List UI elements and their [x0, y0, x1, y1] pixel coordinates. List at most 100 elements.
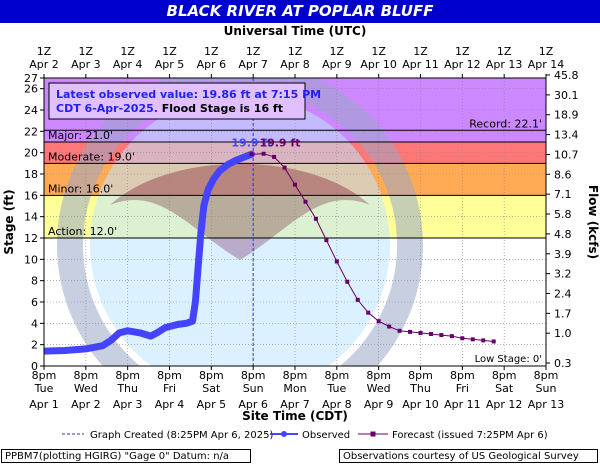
threshold-label-action: Action: 12.0' — [48, 225, 117, 238]
forecast-point-18 — [439, 333, 444, 338]
forecast-point-1 — [261, 151, 266, 156]
flow-tick-label-14: 45.8 — [554, 69, 579, 82]
x-tick-time-11: 8pm — [492, 369, 517, 382]
top-tick-date-2: Apr 4 — [113, 58, 143, 71]
forecast-point-7 — [324, 238, 329, 243]
x-tick-time-7: 8pm — [324, 369, 349, 382]
watermark-outer-ring — [57, 78, 423, 366]
x-tick-day-5: Sun — [243, 382, 264, 395]
flow-tick-label-12: 18.9 — [554, 109, 579, 122]
top-tick-time-1: 1Z — [79, 45, 94, 58]
threshold-label-moderate: Moderate: 19.0' — [48, 150, 135, 163]
observed-point-23 — [241, 153, 248, 160]
y-tick-label-4: 4 — [31, 317, 38, 330]
flow-tick-label-6: 4.8 — [554, 228, 572, 241]
info-line-2-date: CDT 6-Apr-2025. — [56, 102, 158, 115]
flow-tick-label-10: 10.7 — [554, 148, 579, 161]
observed-point-3 — [99, 342, 106, 349]
x-tick-day-1: Wed — [74, 382, 98, 395]
forecast-point-21 — [470, 337, 475, 342]
observed-point-7 — [137, 329, 144, 336]
top-tick-date-11: Apr 13 — [486, 58, 523, 71]
y-tick-label-12: 12 — [24, 232, 38, 245]
forecast-point-9 — [345, 279, 350, 284]
top-tick-time-12: 1Z — [539, 45, 554, 58]
axes-layer: 02468101214161820222426270.31.01.72.43.2… — [24, 45, 579, 411]
flow-tick-label-0: 0.3 — [554, 357, 572, 370]
flow-tick-label-8: 7.1 — [554, 188, 572, 201]
info-line-1: Latest observed value: 19.86 ft at 7:15 … — [56, 88, 321, 101]
forecast-point-4 — [293, 182, 297, 187]
observed-point-20 — [216, 167, 223, 174]
flow-tick-label-4: 3.2 — [554, 268, 572, 281]
x-tick-day-10: Fri — [456, 382, 469, 395]
flow-tick-label-2: 1.7 — [554, 307, 572, 320]
y-tick-label-14: 14 — [24, 211, 38, 224]
forecast-point-19 — [449, 334, 454, 339]
top-tick-time-3: 1Z — [162, 45, 177, 58]
top-tick-time-5: 1Z — [246, 45, 261, 58]
top-tick-time-10: 1Z — [455, 45, 470, 58]
top-tick-date-8: Apr 10 — [360, 58, 397, 71]
x-tick-date-11: Apr 12 — [486, 398, 523, 411]
x-tick-day-12: Sun — [536, 382, 557, 395]
observed-point-19 — [210, 176, 217, 183]
x-tick-time-10: 8pm — [450, 369, 475, 382]
x-tick-date-5: Apr 6 — [238, 398, 268, 411]
observed-point-4 — [107, 337, 114, 344]
x-tick-time-3: 8pm — [157, 369, 182, 382]
y-tick-label-24: 24 — [24, 104, 38, 117]
observed-point-22 — [233, 157, 240, 164]
y-tick-label-8: 8 — [31, 275, 38, 288]
x-tick-date-8: Apr 9 — [364, 398, 394, 411]
x-tick-date-2: Apr 3 — [113, 398, 143, 411]
x-tick-day-3: Fri — [163, 382, 176, 395]
forecast-point-20 — [460, 336, 465, 341]
y-tick-label-16: 16 — [24, 189, 38, 202]
y-tick-label-10: 10 — [24, 253, 38, 266]
x-tick-day-0: Tue — [34, 382, 54, 395]
x-tick-day-2: Thu — [116, 382, 138, 395]
left-axis-title: Stage (ft) — [2, 189, 16, 254]
threshold-label-minor: Minor: 16.0' — [48, 182, 113, 195]
top-tick-time-0: 1Z — [37, 45, 52, 58]
top-tick-date-0: Apr 2 — [29, 58, 59, 71]
x-tick-time-6: 8pm — [283, 369, 308, 382]
info-line-2: CDT 6-Apr-2025. Flood Stage is 16 ft — [56, 102, 283, 115]
forecast-point-22 — [481, 338, 486, 343]
x-tick-time-2: 8pm — [115, 369, 140, 382]
flow-tick-label-5: 3.9 — [554, 248, 572, 261]
x-tick-day-6: Mon — [283, 382, 306, 395]
top-tick-time-4: 1Z — [204, 45, 219, 58]
x-tick-time-4: 8pm — [199, 369, 224, 382]
top-tick-time-2: 1Z — [120, 45, 135, 58]
forecast-point-12 — [376, 319, 381, 324]
footer-credit: Observations courtesy of US Geological S… — [339, 449, 598, 463]
flow-tick-label-13: 30.1 — [554, 89, 579, 102]
forecast-point-15 — [408, 329, 413, 334]
x-tick-time-5: 8pm — [241, 369, 266, 382]
legend: Graph Created (8:25PM Apr 6, 2025) Obser… — [62, 430, 548, 441]
right-axis-title: Flow (kcfs) — [586, 185, 600, 259]
flow-tick-label-9: 8.6 — [554, 168, 572, 181]
top-tick-time-11: 1Z — [497, 45, 512, 58]
info-line-2-flood: Flood Stage is 16 ft — [158, 102, 283, 115]
x-tick-date-1: Apr 2 — [71, 398, 101, 411]
legend-forecast-marker — [370, 431, 376, 437]
title-bar: BLACK RIVER AT POPLAR BLUFF — [0, 0, 600, 23]
forecast-point-13 — [387, 324, 392, 329]
observed-value-label: 19.9 ft — [231, 136, 272, 149]
bottom-axis-title: Site Time (CDT) — [242, 409, 348, 423]
forecast-point-3 — [282, 165, 287, 170]
chart-title: BLACK RIVER AT POPLAR BLUFF — [166, 2, 434, 20]
x-tick-time-1: 8pm — [73, 369, 98, 382]
threshold-lines: Major: 21.0' Moderate: 19.0' Minor: 16.0' A… — [44, 117, 546, 365]
threshold-label-major: Major: 21.0' — [48, 129, 113, 142]
x-tick-time-12: 8pm — [534, 369, 559, 382]
x-tick-day-4: Sat — [202, 382, 221, 395]
top-tick-date-10: Apr 12 — [444, 58, 481, 71]
top-tick-time-8: 1Z — [371, 45, 386, 58]
observed-point-11 — [174, 321, 181, 328]
observed-point-10 — [162, 324, 169, 331]
top-tick-date-7: Apr 9 — [322, 58, 352, 71]
